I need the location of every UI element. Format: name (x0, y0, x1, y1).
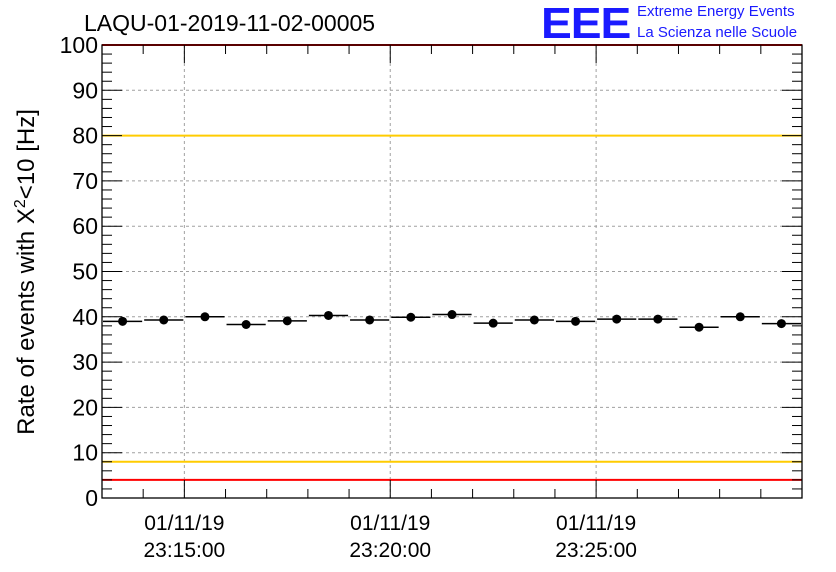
x-tick-time-label: 23:25:00 (555, 539, 637, 562)
logo-line-1: Extreme Energy Events (637, 3, 795, 20)
data-point (612, 314, 622, 324)
logo-line-2: La Scienza nelle Scuole (637, 24, 798, 41)
data-point (735, 312, 745, 322)
x-tick-date-label: 01/11/19 (144, 512, 224, 535)
data-point (447, 310, 457, 320)
data-point (241, 320, 251, 330)
y-tick-label: 90 (72, 77, 98, 103)
y-tick-label: 10 (72, 440, 98, 466)
x-tick-date-label: 01/11/19 (556, 512, 636, 535)
data-point (529, 315, 539, 325)
chart-title: LAQU-01-2019-11-02-00005 (84, 10, 376, 36)
x-tick-time-label: 23:20:00 (349, 539, 431, 562)
eee-logo: EEE (541, 0, 631, 48)
x-tick-time-label: 23:15:00 (143, 539, 225, 562)
x-tick-date-label: 01/11/19 (350, 512, 430, 535)
data-point (282, 316, 292, 326)
y-tick-label: 100 (60, 32, 98, 58)
data-point (653, 314, 663, 324)
data-point (200, 312, 210, 322)
y-axis-title-tail: <10 [Hz] (13, 109, 40, 199)
data-point (365, 315, 375, 325)
y-axis-title-superscript: 2 (12, 199, 29, 208)
y-tick-label: 40 (72, 304, 98, 330)
data-point (776, 319, 786, 329)
y-tick-label: 60 (72, 213, 98, 239)
data-point (488, 318, 498, 328)
y-axis-title: Rate of events with X2<10 [Hz] (12, 109, 40, 435)
data-point (323, 310, 333, 320)
y-tick-label: 80 (72, 123, 98, 149)
data-point (571, 316, 581, 326)
y-tick-label: 0 (85, 485, 98, 511)
data-point (406, 312, 416, 322)
y-tick-label: 20 (72, 394, 98, 420)
data-point (694, 322, 704, 332)
y-tick-label: 50 (72, 259, 98, 285)
y-tick-label: 30 (72, 349, 98, 375)
data-point (159, 315, 169, 325)
data-point (118, 316, 128, 326)
y-axis-title-main: Rate of events with X (13, 208, 40, 435)
y-tick-label: 70 (72, 168, 98, 194)
